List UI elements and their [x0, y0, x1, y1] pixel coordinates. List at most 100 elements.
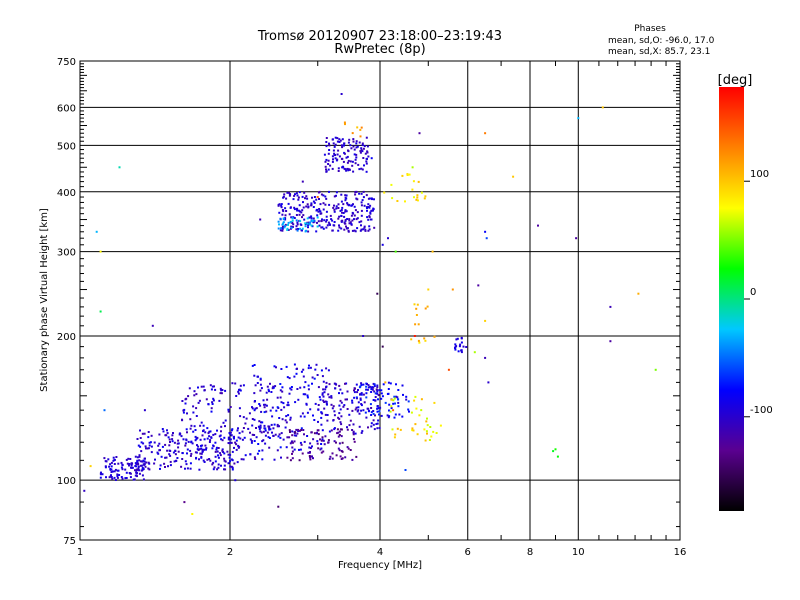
data-point	[291, 450, 294, 453]
data-point	[192, 405, 195, 408]
data-point	[280, 368, 283, 370]
data-point	[318, 198, 320, 200]
data-point	[359, 229, 362, 232]
data-point	[167, 436, 170, 439]
data-point	[359, 151, 362, 154]
data-point	[312, 457, 314, 460]
data-point	[215, 448, 218, 451]
data-point	[455, 345, 458, 348]
data-point	[129, 458, 132, 460]
data-point	[280, 203, 283, 206]
data-point	[200, 444, 202, 447]
data-point	[370, 414, 373, 416]
data-point	[347, 169, 350, 172]
data-point	[200, 385, 203, 388]
data-point	[228, 432, 231, 435]
data-point	[372, 209, 374, 212]
data-point	[201, 448, 204, 451]
data-point	[415, 407, 418, 410]
data-point	[138, 472, 141, 475]
data-point	[284, 218, 287, 221]
data-point	[128, 463, 131, 465]
data-point	[143, 432, 146, 435]
data-point	[224, 460, 227, 463]
data-point	[377, 419, 380, 422]
data-point	[184, 402, 187, 405]
data-point	[365, 194, 368, 197]
y-tick-label: 750	[57, 57, 76, 68]
data-point	[339, 421, 342, 424]
data-point	[293, 434, 296, 437]
data-point	[139, 464, 142, 467]
data-point	[374, 399, 377, 402]
data-point	[297, 430, 300, 432]
data-point	[137, 465, 140, 468]
data-point	[242, 416, 245, 419]
data-point	[369, 403, 372, 406]
data-point	[173, 460, 176, 463]
data-point	[320, 416, 323, 419]
data-point	[327, 439, 330, 442]
data-point	[241, 430, 244, 433]
data-point	[336, 137, 339, 140]
data-point	[324, 195, 327, 198]
data-point	[270, 423, 273, 426]
data-point	[120, 476, 123, 478]
data-point	[271, 415, 274, 418]
data-point	[393, 416, 396, 419]
data-point	[249, 431, 251, 434]
x-axis-label: Frequency [MHz]	[338, 560, 422, 571]
data-point	[195, 393, 198, 396]
data-point	[366, 207, 368, 209]
data-point	[291, 226, 294, 228]
data-point	[358, 412, 361, 415]
data-point	[259, 218, 262, 221]
data-point	[337, 431, 340, 434]
data-point	[204, 431, 207, 434]
data-point	[363, 164, 365, 167]
data-point	[203, 448, 205, 451]
data-point	[380, 392, 383, 395]
data-point	[189, 427, 192, 430]
data-point	[325, 145, 328, 148]
data-point	[325, 219, 328, 221]
data-point	[460, 349, 463, 352]
data-point	[365, 385, 368, 388]
data-point	[287, 202, 290, 205]
data-point	[276, 423, 279, 426]
data-point	[191, 513, 194, 515]
data-point	[198, 458, 200, 461]
data-point	[134, 462, 137, 465]
data-point	[359, 128, 362, 131]
data-point	[303, 415, 306, 418]
data-point	[254, 407, 257, 410]
colorbar-label: [deg]	[718, 73, 753, 88]
data-point	[297, 428, 300, 431]
data-point	[289, 387, 292, 390]
data-point	[280, 408, 283, 411]
data-point	[365, 136, 368, 139]
data-point	[253, 440, 256, 442]
data-point	[325, 158, 328, 161]
data-point	[279, 396, 282, 399]
data-point	[322, 380, 325, 383]
y-axis-label: Stationary phase Virtual Height [km]	[39, 208, 50, 392]
data-point	[117, 462, 120, 465]
data-point	[291, 452, 293, 455]
data-point	[309, 456, 311, 459]
data-point	[276, 396, 279, 399]
data-point	[181, 458, 184, 460]
data-point	[361, 430, 364, 433]
data-point	[141, 466, 144, 469]
data-point	[381, 243, 384, 246]
data-point	[411, 429, 414, 432]
data-point	[131, 466, 134, 469]
data-point	[295, 225, 298, 228]
data-point	[447, 368, 450, 371]
data-point	[383, 191, 386, 194]
data-point	[174, 453, 177, 456]
data-point	[378, 389, 381, 392]
data-point	[120, 466, 123, 469]
data-point	[322, 202, 325, 205]
data-point	[365, 388, 368, 391]
